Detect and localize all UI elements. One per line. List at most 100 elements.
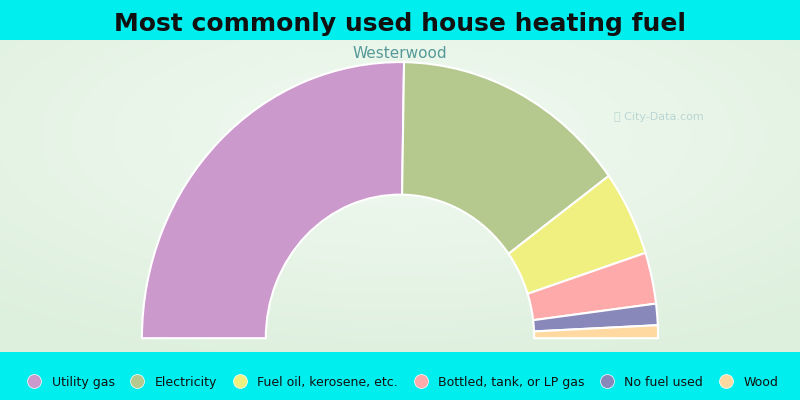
- Bar: [0, 126, 800, 129]
- Bar: [0, 82, 800, 85]
- Bar: [0, 280, 800, 282]
- Wedge shape: [509, 176, 646, 294]
- Bar: [0, 198, 800, 201]
- Bar: [0, 227, 800, 230]
- Bar: [0, 175, 800, 178]
- Bar: [0, 134, 800, 138]
- Bar: [0, 320, 800, 323]
- Bar: [0, 219, 800, 222]
- Bar: [0, 111, 800, 114]
- Bar: [0, 166, 800, 169]
- Bar: [0, 68, 800, 71]
- Bar: [0, 106, 800, 108]
- Bar: [0, 222, 800, 224]
- Bar: [0, 242, 800, 245]
- Bar: [0, 262, 800, 265]
- Bar: [0, 207, 800, 210]
- Bar: [0, 201, 800, 204]
- Bar: [0, 76, 800, 80]
- Wedge shape: [533, 304, 658, 332]
- Bar: [0, 71, 800, 74]
- Bar: [0, 149, 800, 152]
- Legend: Utility gas, Electricity, Fuel oil, kerosene, etc., Bottled, tank, or LP gas, No: Utility gas, Electricity, Fuel oil, kero…: [17, 371, 783, 394]
- Bar: [0, 210, 800, 213]
- Bar: [0, 256, 800, 259]
- Bar: [0, 277, 800, 280]
- Bar: [0, 338, 800, 340]
- Bar: [0, 288, 800, 291]
- Bar: [0, 196, 800, 198]
- Bar: [0, 184, 800, 187]
- Bar: [0, 250, 800, 254]
- Bar: [0, 178, 800, 181]
- Bar: [0, 181, 800, 184]
- Bar: [0, 282, 800, 285]
- Wedge shape: [402, 62, 609, 254]
- Bar: [0, 129, 800, 132]
- Bar: [0, 224, 800, 227]
- Bar: [0, 216, 800, 219]
- Bar: [0, 65, 800, 68]
- Bar: [0, 143, 800, 146]
- Bar: [0, 80, 800, 82]
- Text: Westerwood: Westerwood: [353, 46, 447, 61]
- Bar: [0, 120, 800, 123]
- Bar: [0, 323, 800, 326]
- Bar: [0, 140, 800, 143]
- Bar: [0, 213, 800, 216]
- Bar: [0, 117, 800, 120]
- Bar: [0, 245, 800, 248]
- Bar: [0, 317, 800, 320]
- Bar: [0, 132, 800, 134]
- Bar: [0, 230, 800, 233]
- Bar: [0, 192, 800, 196]
- Bar: [0, 169, 800, 172]
- Bar: [0, 100, 800, 103]
- Bar: [0, 108, 800, 111]
- Bar: [0, 297, 800, 300]
- Bar: [0, 164, 800, 166]
- Bar: [0, 340, 800, 343]
- Text: Ⓜ City-Data.com: Ⓜ City-Data.com: [614, 112, 704, 122]
- Bar: [0, 146, 800, 149]
- Bar: [0, 349, 800, 352]
- Wedge shape: [528, 253, 656, 320]
- Bar: [0, 103, 800, 106]
- Bar: [0, 314, 800, 317]
- Bar: [0, 254, 800, 256]
- Bar: [0, 239, 800, 242]
- Bar: [0, 85, 800, 88]
- Bar: [0, 308, 800, 312]
- Wedge shape: [142, 62, 404, 338]
- Bar: [0, 335, 800, 338]
- Bar: [0, 329, 800, 332]
- Wedge shape: [534, 325, 658, 338]
- Bar: [0, 97, 800, 100]
- Bar: [0, 114, 800, 117]
- Bar: [0, 268, 800, 271]
- Bar: [0, 123, 800, 126]
- Bar: [0, 74, 800, 76]
- Bar: [0, 285, 800, 288]
- Bar: [0, 346, 800, 349]
- Bar: [0, 172, 800, 175]
- Bar: [0, 155, 800, 158]
- Bar: [0, 204, 800, 207]
- Bar: [0, 312, 800, 314]
- Bar: [0, 343, 800, 346]
- Bar: [0, 233, 800, 236]
- Bar: [0, 158, 800, 161]
- Bar: [0, 326, 800, 329]
- Bar: [0, 306, 800, 308]
- Bar: [0, 94, 800, 97]
- Bar: [0, 91, 800, 94]
- Bar: [0, 236, 800, 239]
- Bar: [0, 248, 800, 250]
- Bar: [0, 187, 800, 190]
- Bar: [0, 300, 800, 303]
- Bar: [0, 259, 800, 262]
- Bar: [0, 332, 800, 335]
- Bar: [0, 303, 800, 306]
- Bar: [0, 190, 800, 192]
- Bar: [0, 291, 800, 294]
